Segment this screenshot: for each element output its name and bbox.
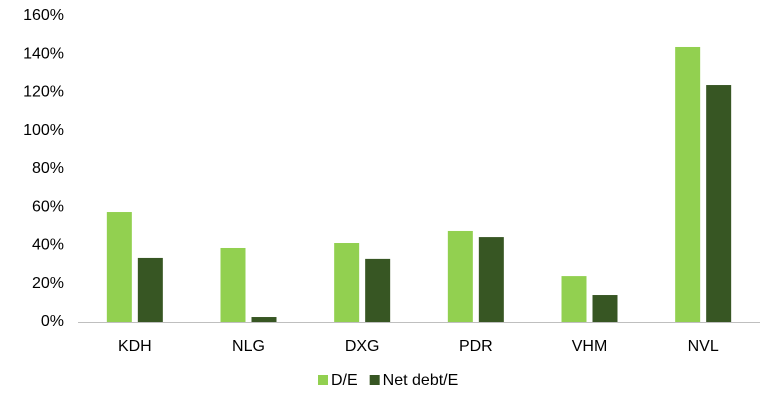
legend-label: Net debt/E bbox=[383, 372, 459, 389]
x-tick-label: KDH bbox=[118, 338, 152, 355]
y-tick-label: 120% bbox=[23, 84, 64, 101]
bar bbox=[137, 257, 163, 322]
y-tick-label: 80% bbox=[32, 160, 64, 177]
y-tick-label: 140% bbox=[23, 45, 64, 62]
y-tick-label: 20% bbox=[32, 275, 64, 292]
bar bbox=[365, 258, 391, 322]
bar bbox=[592, 295, 618, 322]
bar bbox=[106, 212, 132, 322]
y-tick-label: 40% bbox=[32, 237, 64, 254]
y-tick-label: 160% bbox=[23, 7, 64, 24]
y-tick-label: 100% bbox=[23, 122, 64, 139]
legend-label: D/E bbox=[331, 372, 358, 389]
x-tick-label: PDR bbox=[459, 338, 493, 355]
x-tick-label: NVL bbox=[688, 338, 719, 355]
bar bbox=[220, 247, 246, 322]
y-tick-label: 60% bbox=[32, 198, 64, 215]
x-tick-label: DXG bbox=[345, 338, 380, 355]
bar bbox=[561, 276, 587, 322]
bar bbox=[447, 230, 473, 322]
legend-swatch bbox=[318, 375, 328, 385]
y-tick-label: 0% bbox=[41, 313, 64, 330]
bar bbox=[478, 237, 504, 322]
x-tick-label: VHM bbox=[572, 338, 608, 355]
bar bbox=[251, 317, 277, 322]
bar bbox=[334, 243, 360, 322]
bar bbox=[706, 85, 732, 322]
legend-swatch bbox=[369, 375, 380, 385]
x-tick-label: NLG bbox=[232, 338, 265, 355]
bar bbox=[675, 46, 701, 323]
